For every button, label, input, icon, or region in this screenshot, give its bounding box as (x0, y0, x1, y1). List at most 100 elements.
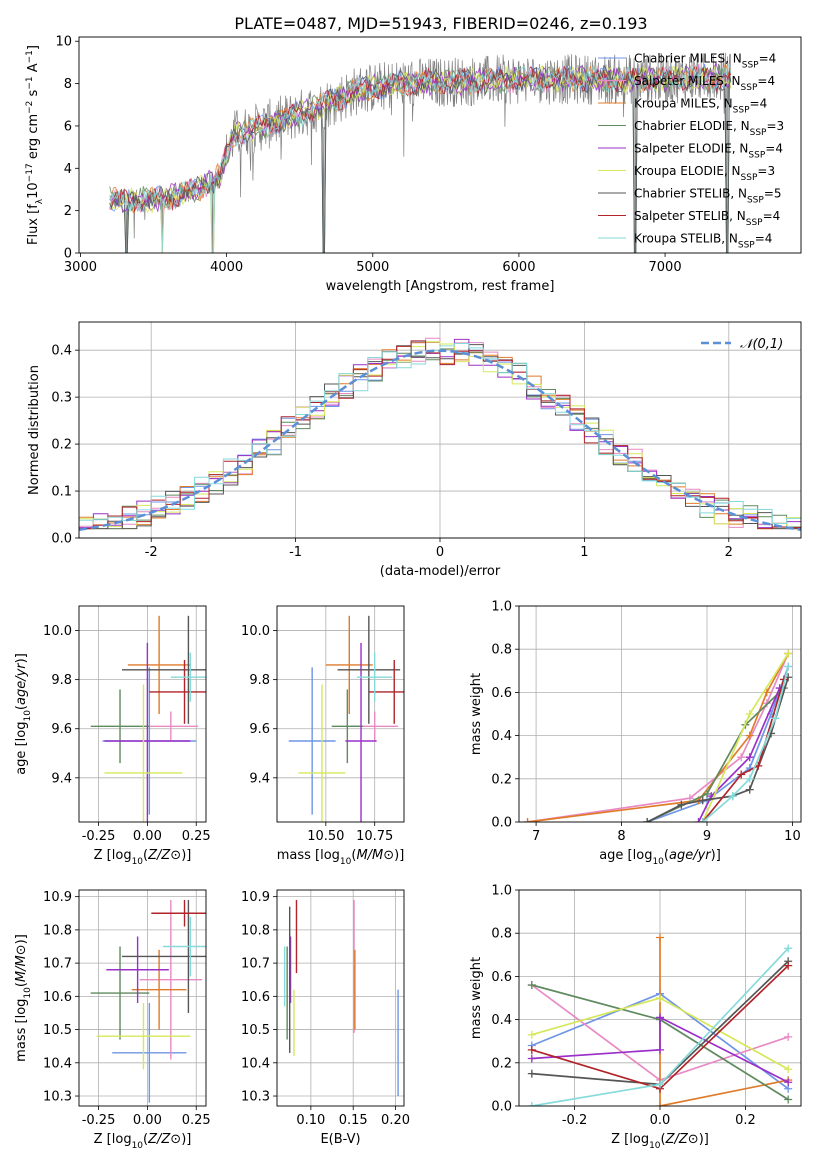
label-part: Salpeter ELODIE, N (634, 142, 748, 156)
y-tick-label: 10.0 (43, 624, 72, 639)
plot-area (283, 899, 399, 1097)
label-part: Salpeter MILES, N (634, 74, 741, 88)
y-tick-label: 1.0 (491, 600, 512, 615)
label-part: SSP (741, 173, 758, 183)
label-part: E(B-V) (320, 1132, 360, 1147)
axes-frame (276, 889, 405, 1107)
normal-curve (79, 349, 801, 532)
plot-area (90, 615, 206, 822)
plus-marker (677, 800, 686, 809)
plus-marker (656, 1080, 664, 1089)
plot-area (79, 337, 801, 538)
errorbar-point (121, 899, 206, 1013)
x-tick-label: 0.10 (296, 1113, 325, 1128)
plot-area (527, 933, 793, 1106)
label-part: ] (716, 848, 721, 863)
x-tick-label: 5000 (356, 260, 389, 275)
errorbar-point (139, 899, 203, 1060)
y-tick-label: 10.3 (43, 1090, 72, 1105)
x-tick-label: 10.75 (356, 829, 393, 844)
label-part: s (26, 89, 41, 100)
label-part: ( (14, 705, 29, 710)
grid-lines (277, 606, 404, 822)
errorbar-point (127, 615, 191, 714)
label-part: ) (181, 1132, 186, 1147)
y-tick-label: 0.2 (51, 438, 72, 453)
label-part: Kroupa STELIB, N (634, 232, 738, 246)
label-part: Z/Z⊙ (147, 1132, 181, 1147)
y-tick-label: 10.8 (43, 923, 72, 938)
plus-marker (656, 994, 664, 1002)
label-part: =3 (766, 119, 784, 133)
y-tick-label: 8 (64, 77, 72, 92)
y-tick-label: 9.8 (51, 673, 72, 688)
label-part: (data-model)/error (380, 564, 501, 579)
plus-marker (527, 1069, 536, 1078)
series-line (531, 1016, 789, 1083)
label-part: Salpeter STELIB, N (634, 209, 746, 223)
series-line (701, 653, 789, 822)
y-tick-label: 1.0 (491, 884, 512, 899)
data-spectrum-line (109, 52, 731, 253)
label-part: 10 (26, 182, 41, 199)
x-tick-label: 0.0 (650, 1113, 671, 1128)
legend-label: Salpeter STELIB, NSSP=4 (634, 209, 780, 228)
plus-marker (745, 731, 754, 740)
label-part: age/yr (669, 848, 712, 863)
label-part: ( (351, 848, 356, 863)
x-tick-label: 0.00 (133, 829, 162, 844)
plus-marker (698, 796, 707, 805)
x-axis-label: Z [log10(Z/Z⊙)] (611, 1132, 709, 1151)
label-part: 10 (132, 857, 144, 867)
plot-area (109, 52, 732, 253)
label-part: =4 (765, 142, 783, 156)
label-part: log (633, 848, 653, 863)
label-part: A (26, 63, 41, 76)
label-part: wavelength [Angstrom, rest frame] (326, 279, 555, 294)
y-tick-label: 6 (64, 119, 72, 134)
y-tick-label: 10.4 (43, 1056, 72, 1071)
plus-marker (523, 818, 532, 822)
label-part: −17 (25, 163, 35, 182)
label-part: mass weight (469, 673, 484, 755)
errorbar-point (149, 660, 206, 724)
label-part: ( (14, 982, 29, 987)
y-tick-label: 0.4 (51, 344, 72, 359)
x-axis-label: wavelength [Angstrom, rest frame] (326, 279, 555, 294)
axes-frame (276, 605, 405, 823)
label-part: ] (14, 653, 29, 658)
errorbar-point (345, 642, 377, 822)
y-tick-label: 10.0 (241, 624, 270, 639)
label-part: SSP (746, 218, 763, 228)
label-part: 10 (23, 987, 33, 999)
y-axis-label: Flux [fλ10−17 erg cm−2 s−1 A−1] (25, 45, 45, 245)
x-tick-label: 0.25 (182, 829, 211, 844)
plus-marker (698, 818, 707, 822)
x-tick-label: 8 (617, 829, 625, 844)
errorbar-point (104, 684, 183, 822)
errorbar-point (143, 711, 199, 741)
x-axis-label: Z [log10(Z/Z⊙)] (94, 1132, 192, 1151)
x-axis-label: mass [log10(M/M⊙)] (277, 848, 405, 867)
label-part: Kroupa ELODIE, N (634, 164, 741, 178)
x-tick-label: 7 (532, 829, 540, 844)
y-tick-label: 10.6 (241, 990, 270, 1005)
model-spectrum-line (109, 64, 732, 253)
y-tick-label: 0 (64, 247, 72, 262)
x-tick-label: 7000 (649, 260, 682, 275)
grid-lines (277, 890, 404, 1106)
label-part: 10 (652, 857, 664, 867)
errorbar-point (90, 689, 150, 764)
errorbar-point (288, 667, 336, 815)
plus-marker (656, 1045, 664, 1054)
plus-marker (527, 1102, 536, 1106)
normal-legend: 𝒩(0,1) (701, 337, 783, 352)
label-part: age [ (14, 741, 29, 774)
label-part: ( (664, 848, 669, 863)
y-tick-label: 2 (64, 204, 72, 219)
x-tick-label: 0.20 (381, 1113, 410, 1128)
plus-marker (527, 981, 536, 990)
label-part: 10 (23, 710, 33, 722)
plus-marker (762, 699, 771, 708)
series-line (646, 687, 785, 822)
